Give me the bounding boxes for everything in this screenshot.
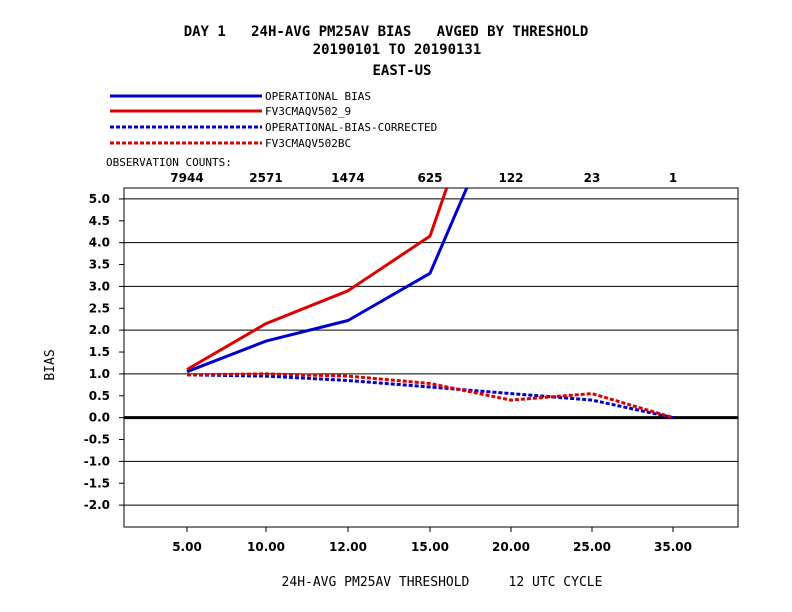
legend-label: FV3CMAQV502BC: [265, 137, 351, 150]
plot-frame: [123, 187, 739, 528]
y-tick-label: 0.5: [89, 389, 110, 403]
observation-counts: 7944 2571 1474 625 122 23 1: [170, 171, 677, 185]
x-tick-label: 5.00: [172, 540, 202, 554]
legend: OPERATIONAL BIAS FV3CMAQV502_9 OPERATIONAL…: [110, 90, 437, 150]
observation-count: 625: [417, 171, 442, 185]
x-tick-label: 25.00: [573, 540, 611, 554]
observation-counts-label: OBSERVATION COUNTS:: [106, 156, 232, 169]
x-tick-label: 15.00: [411, 540, 449, 554]
observation-count: 2571: [249, 171, 282, 185]
y-tick-label: 0.0: [89, 411, 110, 425]
y-tick-label: 1.0: [89, 367, 110, 381]
observation-count: 122: [498, 171, 523, 185]
observation-count: 7944: [170, 171, 203, 185]
series-line-2: [186, 188, 449, 371]
x-tick-label: 10.00: [247, 540, 285, 554]
x-tick-label: 20.00: [492, 540, 530, 554]
y-tick-label: 3.5: [89, 258, 110, 272]
y-axis-label: BIAS: [43, 349, 58, 380]
observation-count: 1474: [331, 171, 364, 185]
plot-area: 5.0 4.5 4.0 3.5 3.0 2.5 2.0 1.5 1.0 0.5 0.0 -0.5 -1.…: [84, 187, 739, 554]
y-tick-label: 5.0: [89, 192, 110, 206]
x-tick-label: 35.00: [654, 540, 692, 554]
y-tick-label: -1.5: [84, 476, 110, 490]
legend-label: FV3CMAQV502_9: [265, 105, 351, 118]
chart-title-line3: EAST-US: [372, 63, 431, 79]
y-tick-label: -0.5: [84, 433, 110, 447]
x-tick-label: 12.00: [329, 540, 367, 554]
y-tick-label: 4.5: [89, 214, 110, 228]
chart-title-line2: 20190101 TO 20190131: [313, 42, 482, 58]
chart-title-line1: DAY 1 24H-AVG PM25AV BIAS AVGED BY THRES…: [184, 24, 589, 40]
y-tick-label: 2.0: [89, 323, 110, 337]
y-tick-label: 1.5: [89, 345, 110, 359]
series-group: [186, 188, 674, 420]
y-tick-label: 2.5: [89, 301, 110, 315]
series-line-1: [186, 188, 469, 374]
series-line-4: [186, 372, 674, 420]
observation-count: 23: [584, 171, 601, 185]
y-tick-label: 4.0: [89, 236, 110, 250]
x-axis-label: 24H-AVG PM25AV THRESHOLD 12 UTC CYCLE: [282, 575, 603, 590]
legend-label: OPERATIONAL BIAS: [265, 90, 371, 103]
legend-label: OPERATIONAL-BIAS-CORRECTED: [265, 121, 437, 134]
series-line-3: [186, 373, 674, 420]
y-tick-label: -1.0: [84, 454, 110, 468]
observation-count: 1: [669, 171, 677, 185]
y-tick-label: -2.0: [84, 498, 110, 512]
y-tick-label: 3.0: [89, 279, 110, 293]
